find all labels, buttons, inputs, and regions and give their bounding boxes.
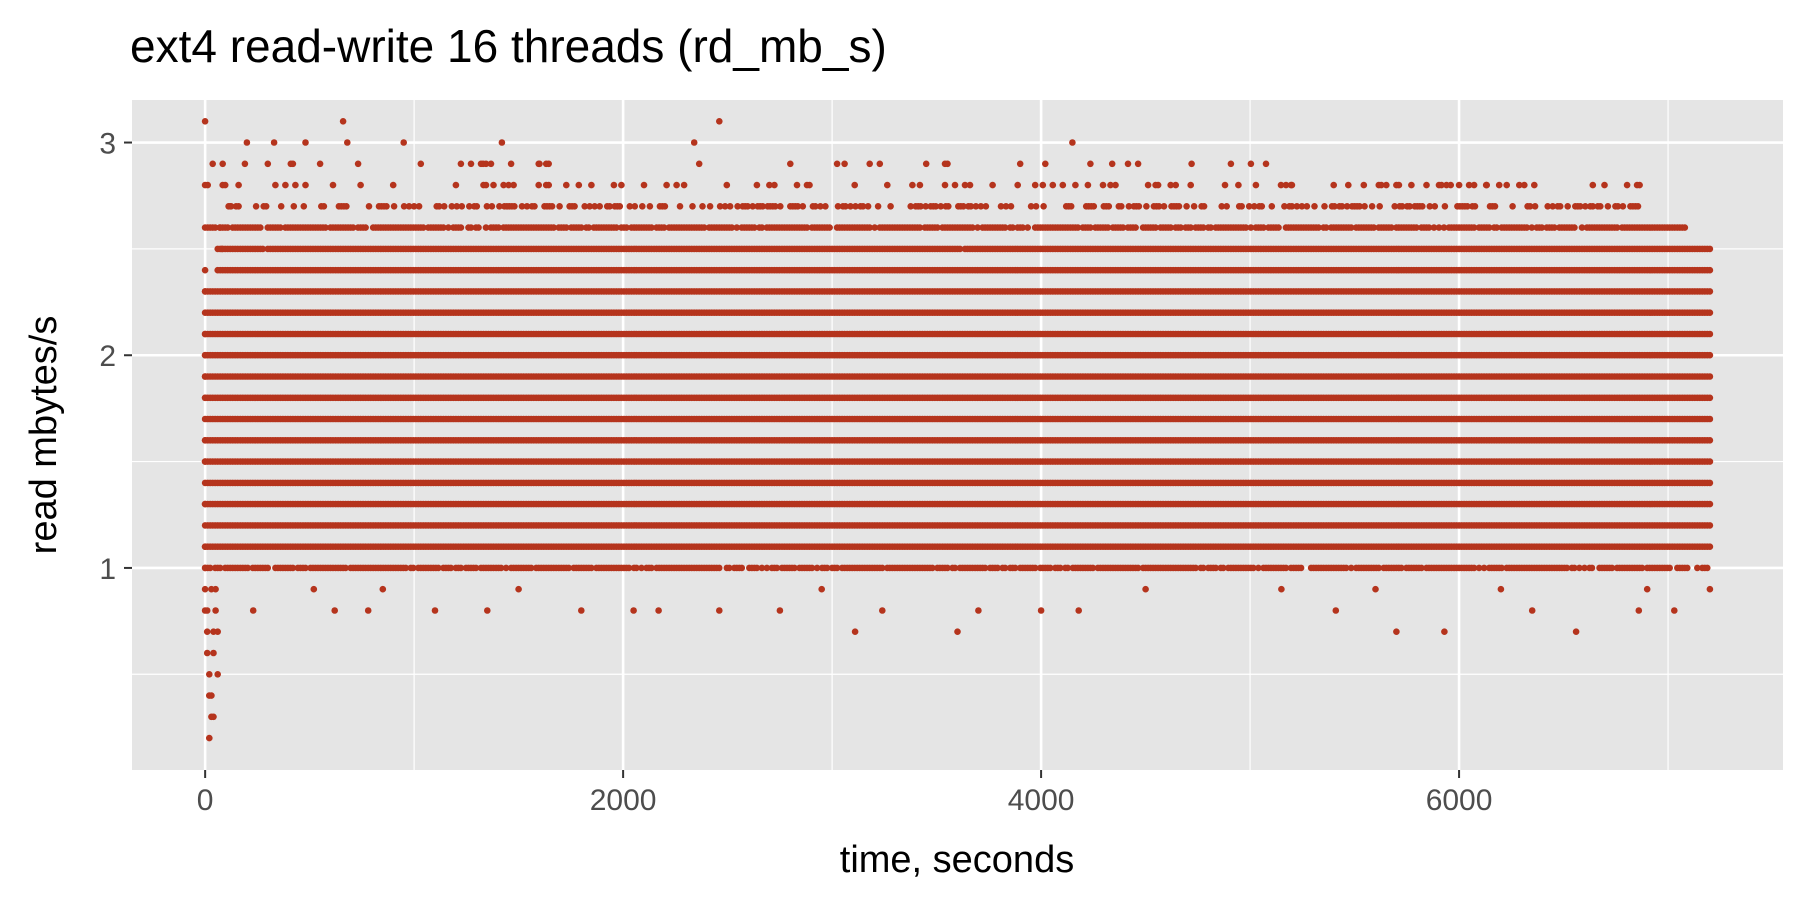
data-point [1706, 458, 1714, 465]
data-point [1563, 564, 1571, 572]
data-point [1297, 564, 1305, 572]
data-point [1608, 564, 1616, 572]
data-points [201, 118, 1714, 742]
data-point [738, 564, 746, 572]
data-point [588, 564, 595, 572]
data-point [1704, 564, 1711, 572]
data-point [823, 564, 831, 572]
data-point [1255, 564, 1262, 572]
data-point [1282, 564, 1290, 572]
data-point [808, 564, 816, 572]
data-point [216, 564, 224, 572]
data-point [1706, 437, 1714, 444]
data-point [1342, 564, 1350, 572]
data-point [1064, 564, 1072, 572]
data-point [502, 564, 510, 572]
data-point [763, 564, 771, 572]
data-point [264, 564, 272, 572]
data-point [753, 564, 761, 572]
data-point [1706, 415, 1714, 423]
data-point [1250, 564, 1257, 572]
data-point [1694, 564, 1701, 572]
data-point [302, 564, 309, 572]
data-point [625, 564, 633, 572]
data-point [1475, 564, 1483, 572]
data-point [1398, 564, 1405, 572]
data-point [1638, 564, 1646, 572]
data-point [758, 564, 766, 572]
data-point [457, 564, 465, 572]
data-point [1571, 564, 1578, 572]
data-point [1498, 564, 1505, 572]
data-point [435, 564, 442, 572]
data-point [1576, 564, 1583, 572]
data-point [951, 564, 959, 572]
data-point [879, 564, 886, 572]
data-point [565, 564, 573, 572]
data-point [994, 564, 1001, 572]
data-point [1470, 564, 1478, 572]
data-point [773, 564, 781, 572]
data-point [1192, 564, 1199, 572]
data-point [1047, 564, 1054, 572]
data-point [1011, 564, 1019, 572]
data-point [1581, 564, 1588, 572]
data-point [1057, 564, 1064, 572]
data-point [1706, 500, 1714, 508]
data-point [648, 564, 655, 572]
plot-panel [132, 100, 1783, 770]
data-point [1706, 522, 1714, 529]
data-point [1588, 564, 1596, 572]
data-point [1089, 564, 1097, 572]
data-point [497, 564, 505, 572]
data-point [791, 564, 798, 572]
data-point [289, 564, 297, 572]
chart-title: ext4 read-write 16 threads (rd_mb_s) [130, 20, 887, 72]
data-point [1666, 564, 1673, 572]
data-point [944, 564, 951, 572]
data-point [1706, 479, 1714, 487]
data-point [1418, 564, 1425, 572]
data-point [1480, 564, 1488, 572]
data-point [472, 564, 480, 572]
data-point [1134, 564, 1142, 572]
data-point [638, 564, 645, 572]
data-point [1375, 564, 1383, 572]
data-point [1347, 564, 1355, 572]
data-point [1200, 564, 1207, 572]
data-point [929, 564, 936, 572]
data-point [244, 564, 252, 572]
data-point [1220, 564, 1227, 572]
data-point [726, 564, 733, 572]
data-point [1706, 543, 1714, 550]
data-point [1031, 564, 1039, 572]
data-point [206, 564, 214, 572]
data-point [527, 564, 535, 572]
data-point [342, 564, 349, 572]
data-point [1684, 564, 1691, 572]
data-point [1001, 564, 1009, 572]
data-point [633, 564, 640, 572]
data-point [402, 564, 410, 572]
data-point [981, 564, 989, 572]
data-point [1212, 564, 1220, 572]
data-point [813, 564, 821, 572]
data-point [447, 564, 455, 572]
data-point [716, 564, 723, 572]
data-point [410, 564, 417, 572]
data-point [833, 564, 841, 572]
